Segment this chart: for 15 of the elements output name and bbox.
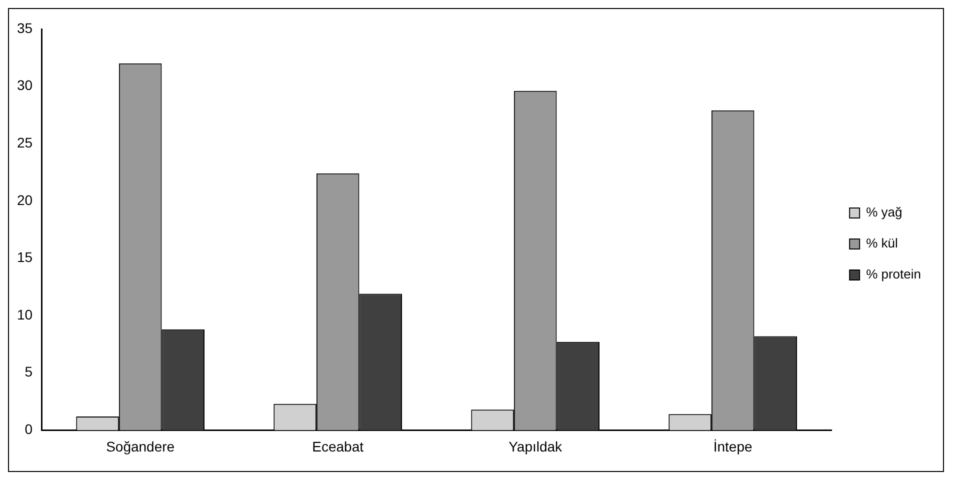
y-tick-label: 25 bbox=[16, 134, 33, 150]
y-tick-label: 0 bbox=[24, 421, 33, 438]
y-tick-label: 35 bbox=[16, 20, 33, 36]
x-tick-label: İntepe bbox=[713, 438, 752, 454]
y-tick-label: 10 bbox=[16, 306, 33, 322]
y-tick-label: 20 bbox=[16, 192, 33, 208]
y-tick-label: 5 bbox=[24, 364, 33, 380]
legend-label: % yağ bbox=[866, 204, 902, 220]
legend-label: % protein bbox=[866, 266, 921, 282]
x-tick-label: Soğandere bbox=[106, 438, 175, 454]
y-tick-label: 15 bbox=[16, 249, 33, 266]
legend-label: % kül bbox=[866, 236, 898, 251]
x-tick-label: Eceabat bbox=[312, 438, 364, 454]
x-tick-label: Yapıldak bbox=[508, 438, 564, 454]
y-tick-label: 30 bbox=[16, 77, 33, 94]
